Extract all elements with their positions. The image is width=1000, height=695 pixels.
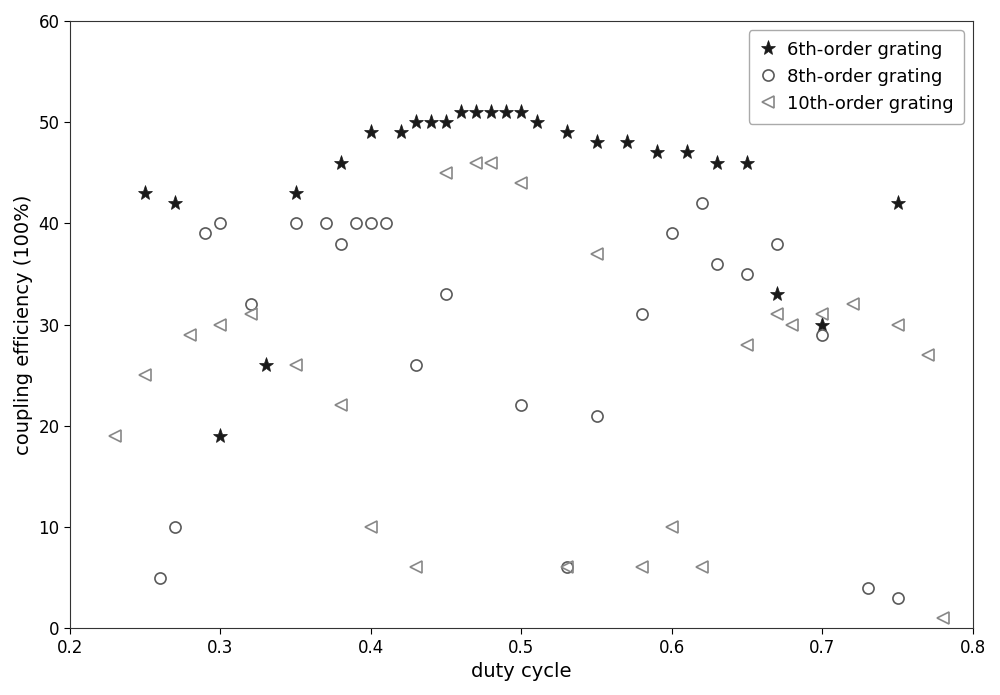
6th-order grating: [816, 320, 828, 329]
Line: 6th-order grating: 6th-order grating: [138, 104, 905, 443]
6th-order grating: [290, 189, 302, 197]
8th-order grating: [666, 229, 678, 238]
6th-order grating: [335, 158, 347, 167]
6th-order grating: [169, 199, 181, 207]
10th-order grating: [741, 341, 753, 349]
10th-order grating: [485, 158, 497, 167]
8th-order grating: [335, 239, 347, 247]
10th-order grating: [440, 168, 452, 177]
10th-order grating: [365, 523, 377, 531]
6th-order grating: [651, 148, 663, 156]
8th-order grating: [320, 219, 332, 227]
10th-order grating: [109, 432, 121, 440]
6th-order grating: [365, 128, 377, 136]
6th-order grating: [681, 148, 693, 156]
6th-order grating: [485, 108, 497, 116]
8th-order grating: [350, 219, 362, 227]
6th-order grating: [214, 432, 226, 440]
6th-order grating: [500, 108, 512, 116]
8th-order grating: [199, 229, 211, 238]
10th-order grating: [214, 320, 226, 329]
8th-order grating: [892, 594, 904, 602]
8th-order grating: [440, 290, 452, 298]
6th-order grating: [260, 361, 272, 369]
Line: 8th-order grating: 8th-order grating: [155, 197, 903, 603]
10th-order grating: [771, 310, 783, 318]
10th-order grating: [515, 179, 527, 187]
6th-order grating: [425, 118, 437, 126]
8th-order grating: [380, 219, 392, 227]
10th-order grating: [666, 523, 678, 531]
8th-order grating: [410, 361, 422, 369]
6th-order grating: [771, 290, 783, 298]
8th-order grating: [515, 401, 527, 409]
6th-order grating: [139, 189, 151, 197]
8th-order grating: [245, 300, 257, 309]
10th-order grating: [139, 371, 151, 379]
8th-order grating: [591, 411, 603, 420]
10th-order grating: [410, 563, 422, 571]
8th-order grating: [365, 219, 377, 227]
Y-axis label: coupling efficiency (100%): coupling efficiency (100%): [14, 195, 33, 455]
10th-order grating: [847, 300, 859, 309]
8th-order grating: [816, 330, 828, 338]
8th-order grating: [169, 523, 181, 531]
6th-order grating: [711, 158, 723, 167]
X-axis label: duty cycle: duty cycle: [471, 662, 572, 681]
8th-order grating: [561, 563, 573, 571]
6th-order grating: [515, 108, 527, 116]
10th-order grating: [937, 614, 949, 622]
10th-order grating: [892, 320, 904, 329]
10th-order grating: [184, 330, 196, 338]
10th-order grating: [816, 310, 828, 318]
10th-order grating: [591, 250, 603, 258]
8th-order grating: [771, 239, 783, 247]
10th-order grating: [922, 351, 934, 359]
10th-order grating: [696, 563, 708, 571]
10th-order grating: [290, 361, 302, 369]
Line: 10th-order grating: 10th-order grating: [110, 157, 948, 623]
8th-order grating: [741, 270, 753, 278]
6th-order grating: [470, 108, 482, 116]
6th-order grating: [561, 128, 573, 136]
10th-order grating: [561, 563, 573, 571]
6th-order grating: [741, 158, 753, 167]
6th-order grating: [395, 128, 407, 136]
6th-order grating: [531, 118, 543, 126]
8th-order grating: [154, 573, 166, 582]
6th-order grating: [892, 199, 904, 207]
10th-order grating: [786, 320, 798, 329]
8th-order grating: [862, 584, 874, 592]
10th-order grating: [470, 158, 482, 167]
8th-order grating: [696, 199, 708, 207]
6th-order grating: [621, 138, 633, 147]
Legend: 6th-order grating, 8th-order grating, 10th-order grating: 6th-order grating, 8th-order grating, 10…: [749, 30, 964, 124]
6th-order grating: [591, 138, 603, 147]
8th-order grating: [636, 310, 648, 318]
6th-order grating: [410, 118, 422, 126]
8th-order grating: [214, 219, 226, 227]
6th-order grating: [455, 108, 467, 116]
8th-order grating: [290, 219, 302, 227]
10th-order grating: [245, 310, 257, 318]
8th-order grating: [711, 260, 723, 268]
10th-order grating: [335, 401, 347, 409]
6th-order grating: [440, 118, 452, 126]
10th-order grating: [636, 563, 648, 571]
